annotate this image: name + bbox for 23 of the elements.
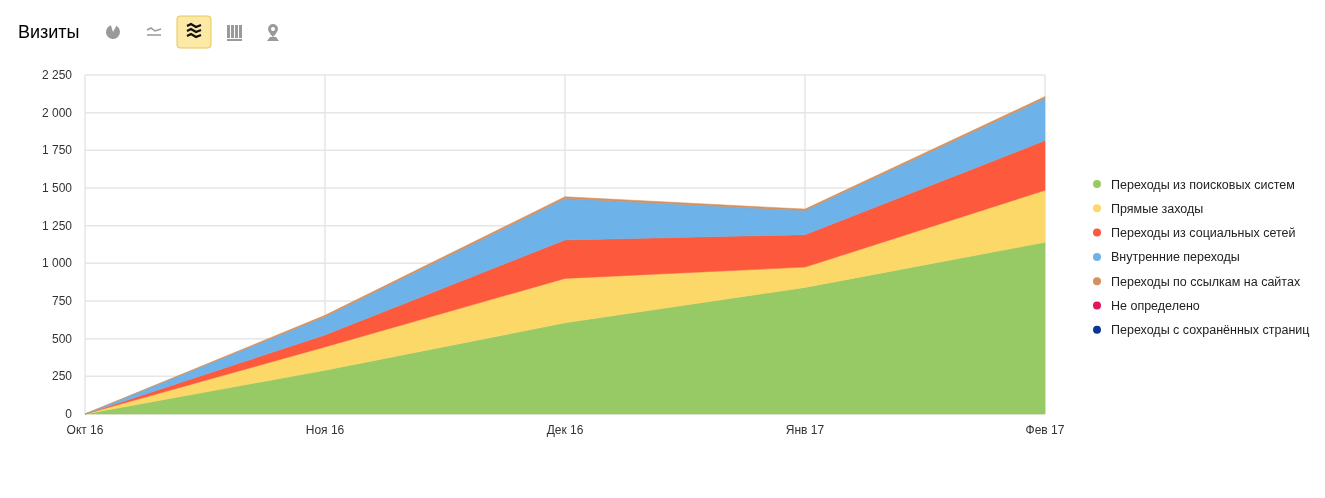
y-tick-label: 500 [51, 331, 73, 346]
y-tick-label: 250 [51, 369, 73, 384]
legend-label: Прямые заходы [1111, 201, 1204, 216]
x-tick-label: Янв 17 [785, 423, 825, 437]
legend-label: Переходы по ссылкам на сайтах [1111, 274, 1301, 289]
y-tick-label: 0 [65, 407, 73, 421]
y-tick-label: 2 000 [41, 105, 73, 120]
legend-label: Переходы из социальных сетей [1111, 226, 1296, 241]
chart-title: Визиты [18, 22, 80, 42]
x-tick-label: Ноя 16 [305, 423, 345, 437]
y-tick-label: 1 750 [41, 143, 73, 158]
legend-label: Не определено [1111, 299, 1200, 313]
y-tick-label: 1 500 [41, 181, 73, 195]
x-tick-label: Окт 16 [66, 423, 104, 437]
x-tick-label: Фев 17 [1025, 423, 1065, 437]
x-tick-label: Дек 16 [546, 423, 584, 437]
y-tick-label: 1 000 [41, 256, 73, 271]
y-tick-label: 1 250 [41, 218, 73, 233]
legend-label: Внутренние переходы [1111, 250, 1240, 265]
y-tick-label: 2 250 [41, 68, 73, 82]
legend-label: Переходы с сохранённых страниц [1111, 323, 1310, 338]
legend-label: Переходы из поисковых систем [1111, 177, 1295, 192]
y-tick-label: 750 [51, 294, 73, 308]
